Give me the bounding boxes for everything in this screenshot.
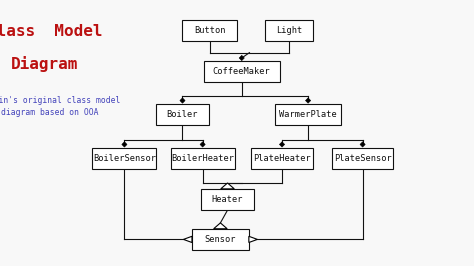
Polygon shape: [360, 142, 365, 147]
Polygon shape: [214, 223, 227, 229]
Bar: [332, 148, 393, 169]
Polygon shape: [239, 55, 245, 61]
Text: Button: Button: [194, 26, 226, 35]
Bar: [92, 148, 156, 169]
Text: PlateHeater: PlateHeater: [253, 154, 311, 163]
Bar: [275, 104, 341, 125]
Text: PlateSensor: PlateSensor: [334, 154, 392, 163]
Polygon shape: [221, 183, 234, 189]
Polygon shape: [200, 142, 205, 147]
Text: WarmerPlate: WarmerPlate: [279, 110, 337, 119]
Bar: [171, 148, 235, 169]
Text: Boiler: Boiler: [167, 110, 198, 119]
Text: Sensor: Sensor: [205, 235, 236, 244]
Polygon shape: [183, 236, 192, 243]
Text: CoffeeMaker: CoffeeMaker: [213, 67, 271, 76]
Text: Martin's original class model
diagram based on OOA: Martin's original class model diagram ba…: [0, 96, 120, 117]
Bar: [251, 148, 313, 169]
Text: Diagram: Diagram: [11, 56, 79, 72]
Text: Class  Model: Class Model: [0, 24, 103, 39]
Polygon shape: [279, 142, 284, 147]
Bar: [204, 61, 280, 82]
Polygon shape: [249, 236, 257, 243]
Polygon shape: [122, 142, 127, 147]
Bar: [182, 20, 237, 41]
Polygon shape: [305, 98, 310, 103]
Bar: [156, 104, 209, 125]
Bar: [192, 229, 249, 250]
Polygon shape: [180, 98, 185, 103]
Text: BoilerSensor: BoilerSensor: [93, 154, 156, 163]
Bar: [201, 189, 254, 210]
Text: Light: Light: [276, 26, 302, 35]
Bar: [265, 20, 313, 41]
Text: BoilerHeater: BoilerHeater: [171, 154, 234, 163]
Text: Heater: Heater: [212, 195, 243, 204]
